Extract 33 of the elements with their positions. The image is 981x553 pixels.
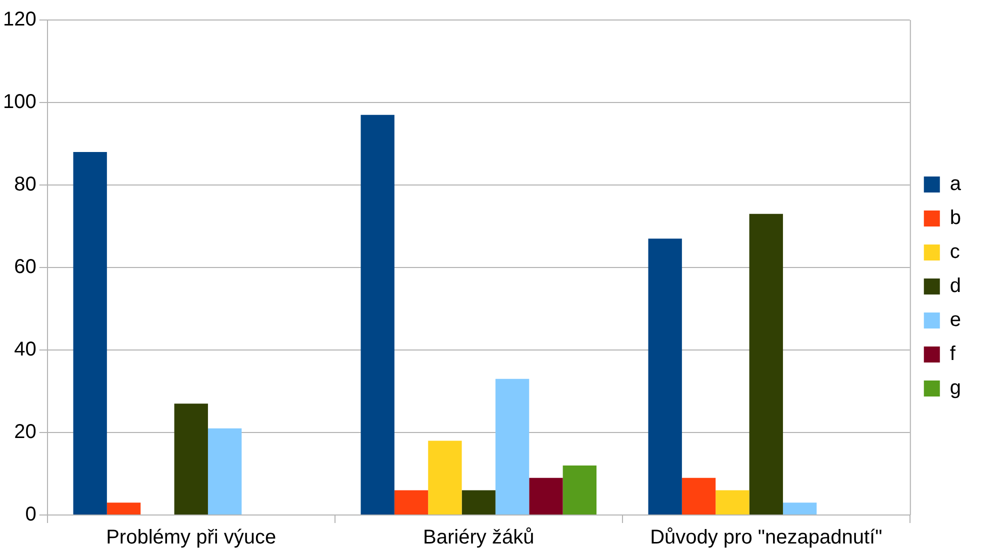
bar [495, 378, 530, 514]
bar [174, 404, 208, 514]
x-tick-label: Problémy při výuce [106, 526, 276, 549]
legend-label: c [950, 241, 960, 264]
bar [529, 478, 563, 514]
bar [360, 114, 394, 514]
bar [428, 440, 462, 514]
y-tick-label: 40 [14, 338, 36, 361]
y-tick-label: 0 [25, 504, 36, 526]
bar [394, 490, 428, 514]
y-tick-label: 20 [14, 421, 36, 444]
legend-label: g [950, 377, 961, 400]
bar [782, 502, 817, 514]
bar [716, 490, 750, 514]
legend-label: a [950, 173, 962, 196]
legend-label: e [950, 309, 961, 332]
legend-label: f [950, 343, 956, 366]
bar [73, 152, 107, 514]
bar [749, 214, 783, 514]
y-tick-label: 60 [14, 256, 36, 278]
legend-label: b [950, 207, 961, 230]
x-tick-label: Důvody pro "nezapadnutí" [650, 526, 882, 549]
y-tick-label: 120 [2, 8, 36, 31]
x-tick-label: Bariéry žáků [423, 526, 534, 549]
y-tick-label: 80 [14, 174, 36, 196]
bar [106, 502, 141, 514]
bar [682, 478, 716, 514]
y-tick-label: 100 [2, 91, 36, 114]
bar [208, 428, 242, 514]
bar [648, 238, 682, 514]
bar [462, 490, 496, 514]
legend-label: d [950, 275, 961, 298]
bar [562, 466, 596, 514]
